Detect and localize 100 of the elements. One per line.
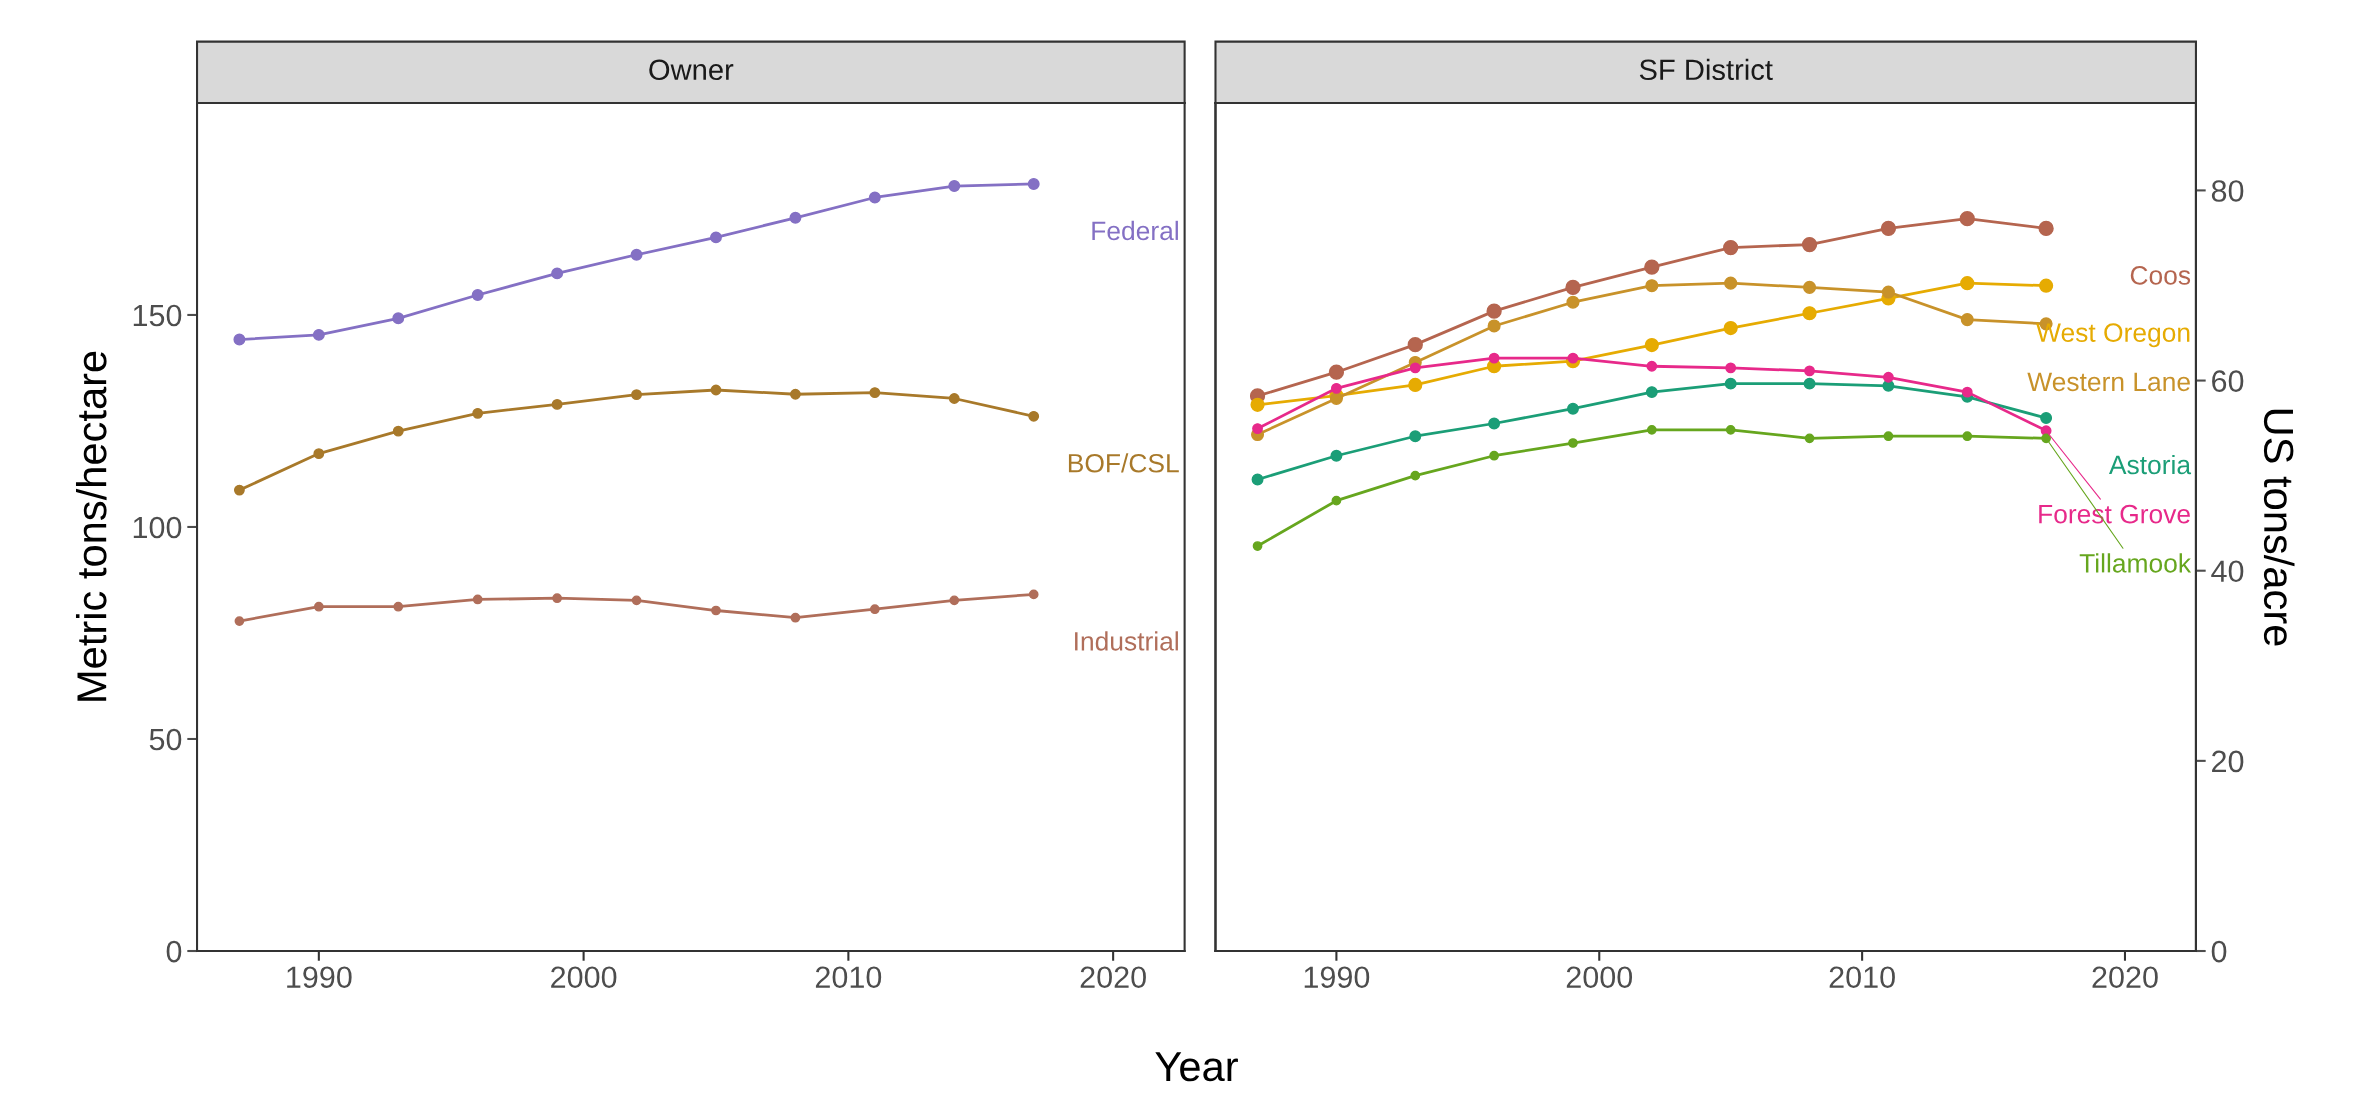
point — [552, 593, 562, 604]
x-axis-title: Year — [1155, 1052, 1238, 1082]
y-tick-label: 0 — [166, 940, 182, 963]
point — [1803, 377, 1816, 390]
chart-title: SF District — [1639, 58, 1773, 81]
point — [1250, 397, 1265, 412]
y2-tick-label: 80 — [2211, 180, 2244, 202]
point — [313, 601, 324, 612]
point — [1409, 430, 1422, 443]
point — [312, 328, 325, 341]
x-tick-label: 2010 — [1829, 966, 1895, 989]
point — [1330, 449, 1343, 462]
point — [1331, 495, 1342, 506]
y-tick-label: 100 — [133, 516, 182, 539]
point — [472, 407, 484, 419]
point — [1488, 352, 1500, 364]
point — [1488, 417, 1501, 430]
x-tick-label: 2020 — [1080, 966, 1146, 989]
y-tick-label: 150 — [133, 304, 182, 327]
point — [1489, 450, 1499, 461]
point — [710, 384, 722, 396]
point — [1804, 433, 1815, 444]
point — [1486, 303, 1502, 319]
x-tick-label: 1990 — [287, 966, 352, 989]
point — [631, 389, 642, 401]
point — [1724, 377, 1737, 390]
point — [2038, 220, 2054, 237]
x-tick-label: 2020 — [2092, 966, 2158, 989]
point — [711, 605, 721, 616]
point — [1487, 319, 1501, 333]
point — [551, 399, 563, 410]
point — [1566, 295, 1580, 309]
y2-tick-label: 20 — [2212, 750, 2244, 773]
y2-axis-title: US tons/acre — [2263, 409, 2295, 646]
point — [1644, 259, 1660, 275]
point — [790, 612, 801, 623]
point — [233, 484, 245, 496]
point — [472, 594, 483, 605]
y-tick-label: 50 — [149, 728, 182, 751]
point — [1567, 352, 1579, 364]
text: Tillamook — [2079, 553, 2192, 573]
point — [392, 312, 405, 325]
point — [1330, 382, 1342, 394]
series-label: West Oregon — [2036, 323, 2190, 348]
point — [551, 267, 564, 280]
text: Coos — [2130, 266, 2191, 285]
point — [1883, 431, 1894, 442]
point — [789, 388, 801, 400]
point — [948, 180, 961, 193]
point — [1645, 386, 1658, 399]
point — [789, 211, 802, 224]
point — [948, 393, 960, 404]
y2-tick-label: 60 — [2212, 370, 2244, 392]
point — [1723, 321, 1738, 336]
point — [710, 231, 722, 244]
point — [1568, 438, 1578, 448]
point — [1646, 360, 1658, 372]
point — [1882, 371, 1894, 383]
point — [1960, 313, 1974, 327]
point — [1252, 423, 1263, 435]
point — [1565, 279, 1581, 296]
point — [1328, 364, 1345, 380]
x-tick-label: 1990 — [1304, 966, 1370, 989]
point — [1027, 177, 1040, 190]
chart-title: Owner — [649, 59, 734, 81]
series-label: Industrial — [1075, 631, 1178, 651]
point — [1961, 386, 1973, 398]
point — [2039, 278, 2054, 293]
point — [1725, 362, 1737, 374]
point — [1566, 402, 1579, 415]
point — [1410, 470, 1421, 481]
point — [2040, 412, 2053, 424]
point — [868, 191, 881, 204]
x-tick-label: 2010 — [815, 966, 882, 989]
point — [1959, 211, 1975, 227]
point — [234, 616, 245, 626]
point — [1801, 236, 1818, 253]
point — [1645, 279, 1659, 293]
y-axis-title: Metric tons/hectare — [75, 351, 107, 701]
point — [1880, 220, 1897, 237]
point — [392, 425, 404, 437]
point — [1251, 473, 1264, 486]
point — [631, 595, 642, 606]
point — [233, 333, 246, 346]
point — [1960, 276, 1975, 291]
x-tick-label: 2000 — [1566, 966, 1633, 989]
point — [313, 448, 325, 460]
point — [1646, 425, 1657, 435]
point — [1881, 285, 1895, 299]
point — [1409, 362, 1421, 374]
point — [2041, 433, 2051, 444]
text: Federal — [1092, 220, 1178, 241]
point — [869, 387, 881, 398]
x-tick-label: 2000 — [551, 966, 617, 989]
point — [1028, 410, 1040, 422]
point — [1802, 306, 1817, 321]
y2-tick-label: 40 — [2211, 560, 2244, 583]
point — [1724, 276, 1738, 290]
point — [1723, 239, 1739, 256]
series-label: Western Lane — [2027, 372, 2190, 392]
